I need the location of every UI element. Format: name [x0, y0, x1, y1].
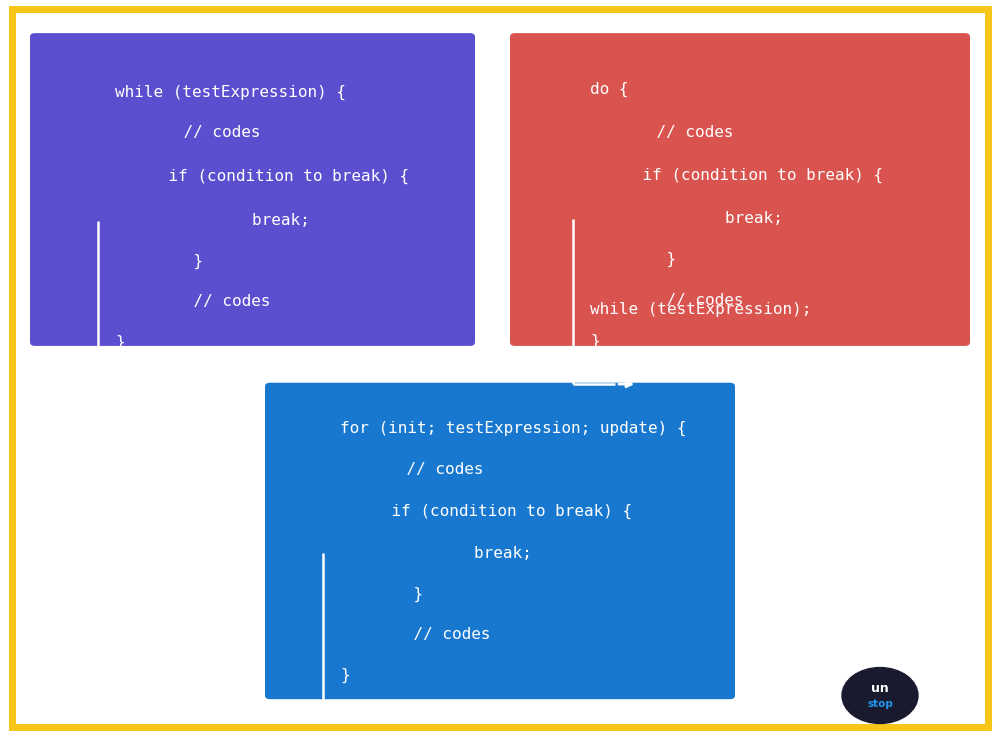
Text: stop: stop	[867, 699, 893, 710]
Text: un: un	[871, 682, 889, 695]
FancyBboxPatch shape	[30, 33, 475, 346]
Text: if (condition to break) {: if (condition to break) {	[130, 169, 409, 184]
Text: }: }	[628, 252, 676, 266]
Text: // codes: // codes	[145, 125, 260, 140]
Text: // codes: // codes	[375, 627, 490, 642]
Text: while (testExpression);: while (testExpression);	[590, 302, 811, 316]
Text: // codes: // codes	[628, 293, 744, 308]
Text: // codes: // codes	[155, 294, 270, 309]
Text: break;: break;	[397, 546, 532, 561]
Text: // codes: // codes	[618, 125, 734, 140]
Circle shape	[842, 668, 918, 723]
Text: while (testExpression) {: while (testExpression) {	[115, 85, 346, 99]
Text: for (init; testExpression; update) {: for (init; testExpression; update) {	[340, 421, 686, 436]
Text: }: }	[375, 587, 423, 601]
FancyBboxPatch shape	[510, 33, 970, 346]
Text: }: }	[590, 334, 600, 349]
Text: }: }	[155, 254, 203, 269]
Text: if (condition to break) {: if (condition to break) {	[604, 168, 883, 183]
Text: break;: break;	[175, 213, 310, 228]
Text: }: }	[340, 668, 350, 682]
Text: do {: do {	[590, 82, 629, 97]
Text: }: }	[115, 335, 125, 350]
FancyBboxPatch shape	[265, 383, 735, 699]
Text: break;: break;	[648, 211, 783, 226]
Text: // codes: // codes	[368, 462, 484, 477]
Text: if (condition to break) {: if (condition to break) {	[353, 504, 632, 519]
